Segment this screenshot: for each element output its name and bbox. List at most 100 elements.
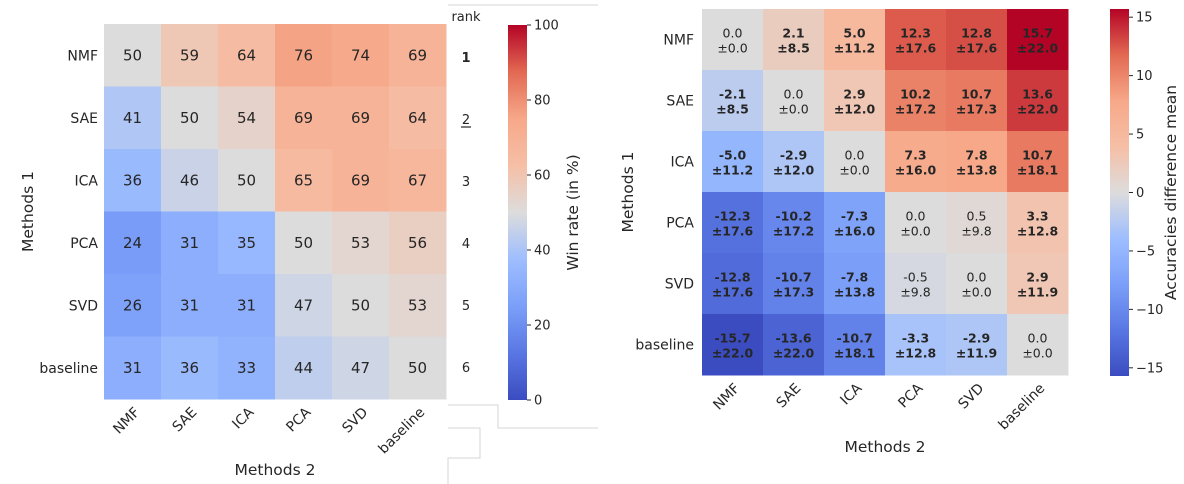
cell-value: 50 [408,359,427,377]
colorbar-tick-label: 100 [534,19,559,34]
cell-SAE-ICA [218,86,276,150]
cell-std: ±16.0 [834,224,876,239]
cell-value: 50 [294,234,313,252]
cell-NMF-NMF [702,9,764,71]
x-axis-label: Methods 2 [235,461,316,479]
cell-std: ±0.0 [839,163,869,178]
col-tick-label: ICA [229,404,257,432]
cell-value: 69 [294,109,313,127]
colorbar-tick-label: −15 [1136,361,1163,376]
cell-std: ±8.5 [777,41,810,56]
cell-std: ±17.2 [895,102,936,117]
cell-mean: 12.8 [961,26,992,41]
cell-value: 54 [237,109,256,127]
cell-SVD-PCA [885,253,947,315]
col-tick-label: SAE [774,381,805,412]
cell-std: ±0.0 [961,285,991,300]
cell-value: 35 [237,234,256,252]
cell-value: 64 [408,109,427,127]
cell-SAE-SAE [161,86,219,150]
cell-PCA-ICA [218,211,276,275]
cell-mean: -12.8 [714,270,750,285]
cell-mean: -10.7 [836,331,872,346]
cell-std: ±13.8 [956,163,997,178]
cell-mean: -10.7 [775,270,811,285]
colorbar-tick-label: 60 [534,169,551,184]
cell-value: 50 [351,296,370,314]
cell-mean: 3.3 [1026,209,1048,224]
cell-mean: -7.8 [841,270,868,285]
cell-mean: 0.0 [845,148,865,163]
cell-mean: -0.5 [903,270,927,285]
cell-mean: 0.0 [784,87,804,102]
cell-ICA-ICA [824,131,886,193]
colorbar-label: Win rate (in %) [564,154,582,270]
colorbar-tick-label: 80 [534,94,551,109]
cell-NMF-baseline [1007,9,1069,71]
cell-mean: 0.5 [967,209,987,224]
cell-mean: -7.3 [841,209,868,224]
cell-NMF-PCA [885,9,947,71]
cell-NMF-NMF [104,24,162,87]
cell-mean: 10.2 [900,87,931,102]
cell-std: ±12.0 [834,102,876,117]
y-axis-label: Methods 1 [19,171,37,252]
col-tick-label: SAE [170,405,201,436]
cell-mean: 5.0 [843,26,865,41]
cell-ICA-NMF [104,149,162,212]
row-tick-label: ICA [75,173,99,189]
cell-mean: -2.9 [780,148,807,163]
row-tick-label: PCA [70,236,98,252]
cell-value: 64 [237,46,256,64]
cell-std: ±0.0 [1022,346,1052,361]
colorbar-tick-label: 0 [1136,186,1144,201]
cell-baseline-NMF [104,336,162,400]
cell-std: ±22.0 [773,346,815,361]
cell-NMF-ICA [824,9,886,71]
colorbar [508,25,527,400]
cell-PCA-SAE [161,211,219,275]
rank-label: 2 [462,113,470,128]
cell-PCA-PCA [275,211,333,275]
cell-value: 56 [408,234,427,252]
cell-ICA-baseline [389,149,447,212]
rank-label: 3 [462,175,470,190]
cell-mean: 15.7 [1022,26,1053,41]
cell-ICA-PCA [275,149,333,212]
cell-SVD-baseline [1007,253,1069,315]
cell-SAE-SVD [946,70,1008,132]
cell-baseline-baseline [389,336,447,400]
cell-baseline-SAE [161,336,219,400]
cell-SAE-PCA [885,70,947,132]
cell-SVD-SAE [763,253,825,315]
cell-value: 31 [180,296,199,314]
cell-NMF-SVD [332,24,390,87]
cell-ICA-SAE [161,149,219,212]
colorbar-tick-label: −5 [1136,244,1155,259]
cell-std: ±22.0 [1017,41,1059,56]
cell-std: ±8.5 [716,102,749,117]
cell-mean: 7.3 [904,148,926,163]
cell-mean: 10.7 [961,87,992,102]
row-tick-label: ICA [671,155,695,171]
cell-std: ±17.6 [712,285,754,300]
colorbar-tick-label: 15 [1136,11,1153,26]
cell-PCA-baseline [1007,192,1069,254]
cell-std: ±9.8 [961,224,991,239]
cell-SAE-NMF [702,70,764,132]
cell-NMF-ICA [218,24,276,87]
cell-mean: 0.0 [906,209,926,224]
cell-std: ±22.0 [712,346,754,361]
cell-mean: 0.0 [1028,331,1048,346]
cell-std: ±17.3 [956,102,997,117]
cell-NMF-SAE [763,9,825,71]
colorbar-tick-label: 5 [1136,128,1144,143]
cell-std: ±17.6 [712,224,754,239]
cell-value: 46 [180,171,199,189]
cell-baseline-ICA [218,336,276,400]
cell-PCA-SVD [332,211,390,275]
cell-SVD-SVD [332,274,390,337]
cell-SAE-baseline [389,86,447,150]
row-tick-label: NMF [67,48,98,64]
